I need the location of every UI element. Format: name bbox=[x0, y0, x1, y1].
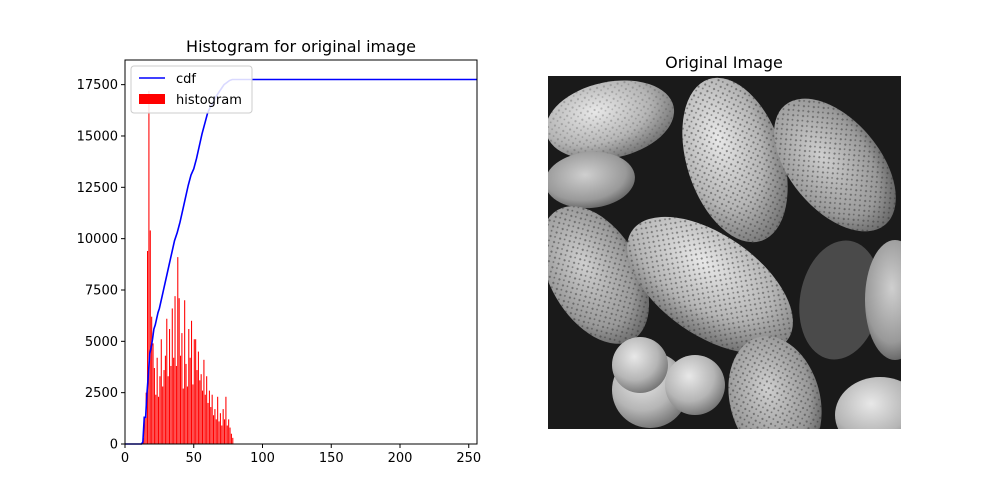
x-tick-label: 50 bbox=[185, 451, 202, 466]
histogram-bar bbox=[193, 339, 195, 444]
histogram-axes: Histogram for original image 0 50 100 150 20… bbox=[77, 37, 482, 466]
x-tick-label: 100 bbox=[250, 451, 275, 466]
histogram-bar bbox=[230, 433, 232, 444]
histogram-plot-frame bbox=[124, 59, 478, 445]
histogram-bar bbox=[149, 230, 151, 444]
histogram-bar bbox=[225, 396, 227, 444]
histogram-bar bbox=[177, 257, 179, 444]
histogram-bar bbox=[163, 370, 165, 444]
histogram-bar bbox=[173, 357, 175, 444]
histogram-bar bbox=[199, 380, 201, 444]
histogram-bar bbox=[178, 298, 180, 444]
y-tick-label: 2500 bbox=[85, 386, 118, 401]
histogram-bar bbox=[156, 357, 158, 444]
y-tick-label: 0 bbox=[110, 438, 118, 453]
x-tick-label: 250 bbox=[456, 451, 481, 466]
histogram-bar bbox=[203, 359, 205, 444]
y-tick-label: 5000 bbox=[85, 335, 118, 350]
original-image-title: Original Image bbox=[665, 53, 783, 72]
histogram-bar bbox=[218, 421, 220, 444]
legend: cdf histogram bbox=[130, 65, 253, 114]
histogram-bar bbox=[210, 407, 212, 444]
histogram-bar bbox=[207, 402, 209, 444]
legend-cdf-label: cdf bbox=[176, 72, 196, 87]
histogram-bar bbox=[191, 320, 193, 444]
histogram-bar bbox=[145, 392, 147, 444]
histogram-bar bbox=[221, 425, 223, 444]
histogram-bar bbox=[180, 355, 182, 444]
x-axis-ticks: 0 50 100 150 200 250 bbox=[121, 444, 481, 466]
y-tick-label: 10000 bbox=[77, 232, 118, 247]
histogram-bar bbox=[196, 370, 198, 444]
histogram-bar bbox=[222, 409, 224, 444]
histogram-bar bbox=[158, 396, 160, 444]
histogram-bar bbox=[174, 296, 176, 444]
legend-histogram-swatch bbox=[139, 94, 165, 104]
histogram-bar bbox=[170, 365, 172, 444]
histogram-bar bbox=[152, 343, 154, 444]
histogram-bar bbox=[155, 394, 157, 444]
histogram-bar bbox=[185, 363, 187, 444]
histogram-bar bbox=[228, 419, 230, 444]
histogram-bar bbox=[213, 415, 215, 444]
histogram-bar bbox=[197, 351, 199, 444]
histogram-bar bbox=[206, 376, 208, 444]
histogram-bar bbox=[204, 394, 206, 444]
y-tick-label: 12500 bbox=[77, 181, 118, 196]
histogram-bar bbox=[175, 365, 177, 444]
histogram-bar bbox=[147, 250, 149, 444]
original-image-axes: Original Image bbox=[548, 53, 901, 429]
histogram-chart-title: Histogram for original image bbox=[186, 37, 416, 56]
histogram-bar bbox=[224, 419, 226, 444]
histogram-bar bbox=[188, 329, 190, 444]
histogram-bar bbox=[217, 396, 219, 444]
y-axis-ticks: 0 2500 5000 7500 10000 12500 15000 17500 bbox=[77, 78, 125, 453]
y-tick-label: 15000 bbox=[77, 129, 118, 144]
y-tick-label: 7500 bbox=[85, 283, 118, 298]
histogram-bar bbox=[160, 339, 162, 444]
histogram-bar bbox=[189, 357, 191, 444]
histogram-bar bbox=[186, 386, 188, 444]
histogram-bar bbox=[181, 333, 183, 444]
histogram-bar bbox=[219, 413, 221, 444]
x-tick-label: 0 bbox=[121, 451, 129, 466]
histogram-bar bbox=[171, 308, 173, 444]
histogram-bar bbox=[144, 417, 146, 444]
legend-histogram-label: histogram bbox=[176, 93, 242, 108]
histogram-bar bbox=[226, 425, 228, 444]
histogram-bar bbox=[153, 368, 155, 444]
histogram-bar bbox=[159, 376, 161, 444]
histogram-bar bbox=[215, 419, 217, 444]
histogram-bar bbox=[164, 355, 166, 444]
x-tick-label: 150 bbox=[319, 451, 344, 466]
histogram-bar bbox=[214, 409, 216, 444]
histogram-bar bbox=[148, 90, 150, 445]
histogram-bar bbox=[195, 339, 197, 444]
histogram-bar bbox=[208, 390, 210, 444]
histogram-bar bbox=[162, 386, 164, 444]
y-tick-label: 17500 bbox=[77, 78, 118, 93]
histogram-bar bbox=[151, 316, 153, 444]
original-image bbox=[548, 76, 901, 429]
histogram-bar bbox=[229, 427, 231, 444]
histogram-bar bbox=[166, 318, 168, 444]
histogram-bar bbox=[167, 376, 169, 444]
histogram-bar bbox=[192, 384, 194, 444]
histogram-bar bbox=[211, 394, 213, 444]
histogram-bar bbox=[184, 300, 186, 444]
histogram-bar bbox=[202, 390, 204, 444]
histogram-bar bbox=[169, 329, 171, 444]
histogram-bars bbox=[142, 90, 234, 445]
histogram-bar bbox=[182, 388, 184, 444]
x-tick-label: 200 bbox=[388, 451, 413, 466]
histogram-bar bbox=[232, 437, 234, 444]
histogram-bar bbox=[200, 374, 202, 444]
